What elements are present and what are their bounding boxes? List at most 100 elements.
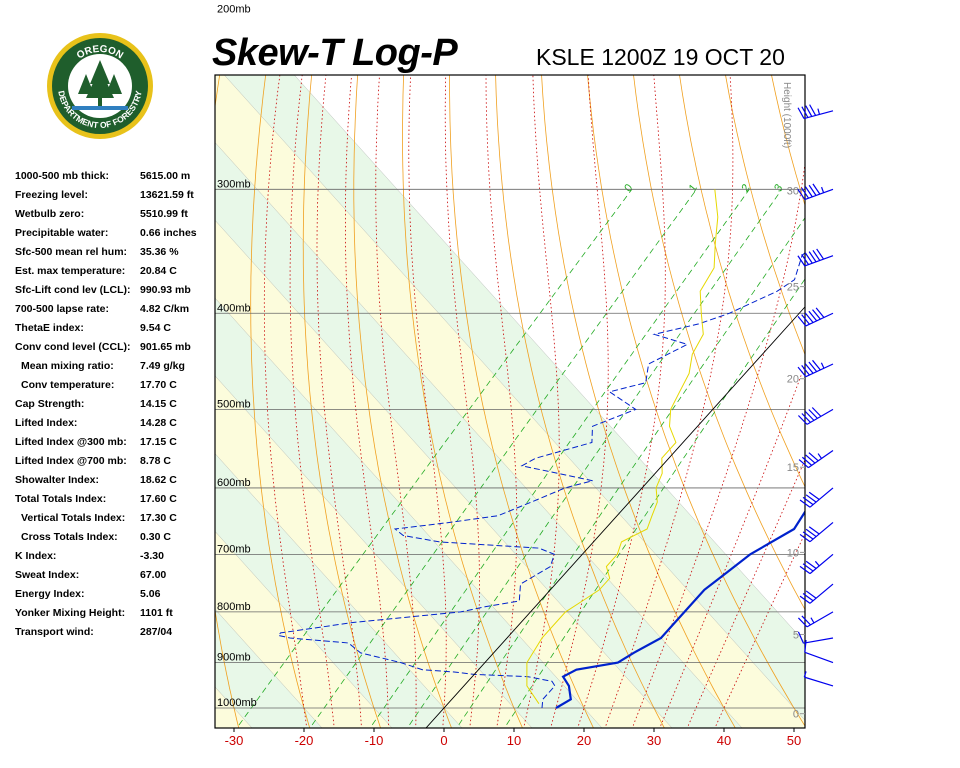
wind-barb-shaft [806,408,834,425]
index-row: K Index: -3.30 [15,550,215,569]
index-row: Vertical Totals Index: 17.30 C [15,512,215,531]
index-value: 990.93 mb [140,284,191,296]
wind-barb [797,407,834,425]
wind-barb-half-flag [817,108,821,115]
index-row: Conv cond level (CCL): 901.65 mb [15,341,215,360]
mixing-ratio-line [406,189,783,728]
plot-frame [214,74,806,729]
temperature-band [215,75,805,728]
wind-barb-flag [804,252,813,264]
pressure-label: 300mb [217,178,251,190]
index-label: ThetaE index: [15,322,84,334]
wind-barb-flag [805,590,817,599]
dry-adiabat-line [541,75,736,728]
wind-barb-flag [804,639,807,653]
wind-barb-flag [816,248,825,260]
index-label: Lifted Index @700 mb: [15,455,127,467]
moist-adiabat-line [659,363,805,728]
x-tick-label: 50 [787,733,801,748]
index-value: 0.30 C [140,531,171,543]
isotherm-line [215,375,533,728]
index-row: Freezing level: 13621.59 ft [15,189,215,208]
index-row: Lifted Index @300 mb: 17.15 C [15,436,215,455]
wind-barb-flag [799,565,811,575]
wind-barb [799,487,834,508]
station-time-label: KSLE 1200Z 19 OCT 20 [536,44,785,70]
wind-barb [797,104,834,120]
index-label: Energy Index: [15,588,85,600]
index-value: 7.49 g/kg [140,360,185,372]
pressure-label: 500mb [217,398,251,410]
index-row: Energy Index: 5.06 [15,588,215,607]
wind-barb-shaft [803,637,834,644]
x-tick-label: -30 [225,733,244,748]
wind-barb [799,553,834,575]
wind-barb [797,359,834,378]
index-value: 8.78 C [140,455,171,467]
wind-barb-flag [808,526,820,535]
index-row: Sfc-Lift cond lev (LCL): 990.93 mb [15,284,215,303]
moist-adiabat-line [686,458,805,728]
pressure-label: 1000mb [217,697,257,709]
x-tick-label: -10 [365,733,384,748]
isotherm-line [215,530,393,728]
index-value: 17.60 C [140,493,177,505]
wind-barb-flag [797,366,807,378]
index-label: Total Totals Index: [15,493,107,505]
wind-barb-flag [797,631,805,644]
index-label: Yonker Mixing Height: [15,607,126,619]
mixing-ratio-label: 8 [856,182,870,194]
index-value: 287/04 [140,626,173,638]
index-value: 5615.00 m [140,170,191,182]
pressure-label: 800mb [217,601,251,613]
wind-barb-flag [797,617,808,628]
wind-barb-flag [801,456,813,466]
dry-adiabat-line [633,75,805,611]
index-row: Cross Totals Index: 0.30 C [15,531,215,550]
index-row: Conv temperature: 17.70 C [15,379,215,398]
wind-barb-flag [804,312,814,323]
x-tick-label: 30 [647,733,661,748]
index-row: Wetbulb zero: 5510.99 ft [15,208,215,227]
index-row: Mean mixing ratio: 7.49 g/kg [15,360,215,379]
moist-adiabat-line [485,75,518,728]
wind-barb-flag [801,615,811,626]
pressure-label: 600mb [217,477,251,489]
index-label: Lifted Index @300 mb: [15,436,127,448]
index-row: Est. max temperature: 20.84 C [15,265,215,284]
index-label: Cross Totals Index: [21,531,118,543]
height-tick-label: 15 [787,462,799,474]
mixing-ratio-line [236,189,633,728]
index-label: Conv temperature: [21,379,115,391]
wind-barb-flag [812,309,821,320]
wind-barb-flag [812,249,821,261]
wind-barb-flag [812,359,821,371]
temperature-line [555,509,805,709]
wind-barb-flag [815,307,825,318]
dry-adiabat-line [849,0,960,733]
wind-barb-shaft [804,255,834,267]
dry-adiabat-line [679,75,805,488]
temperature-band [0,75,182,728]
wind-barb-shaft [804,651,834,664]
dry-adiabat-line [725,75,805,356]
wind-barb-flag [801,413,811,423]
index-row: Precipitable water: 0.66 inches [15,227,215,246]
isotherm-line [215,297,603,728]
index-value: 0.66 inches [140,227,197,239]
dry-adiabat-line [353,75,452,728]
dry-adiabat-line [449,75,594,728]
wind-barb-flag [797,255,806,267]
index-label: Sfc-Lift cond lev (LCL): [15,284,131,296]
moist-adiabat-line [289,75,335,728]
mixing-ratio-line [309,189,697,728]
index-value: 20.84 C [140,265,177,277]
index-row: Total Totals Index: 17.60 C [15,493,215,512]
temperature-band [0,75,42,728]
pressure-label: 400mb [217,302,251,314]
wind-barb-flag [805,494,817,503]
x-tick-label: 40 [717,733,731,748]
index-row: Sweat Index: 67.00 [15,569,215,588]
index-value: 35.36 % [140,246,179,258]
index-label: Sfc-500 mean rel hum: [15,246,128,258]
